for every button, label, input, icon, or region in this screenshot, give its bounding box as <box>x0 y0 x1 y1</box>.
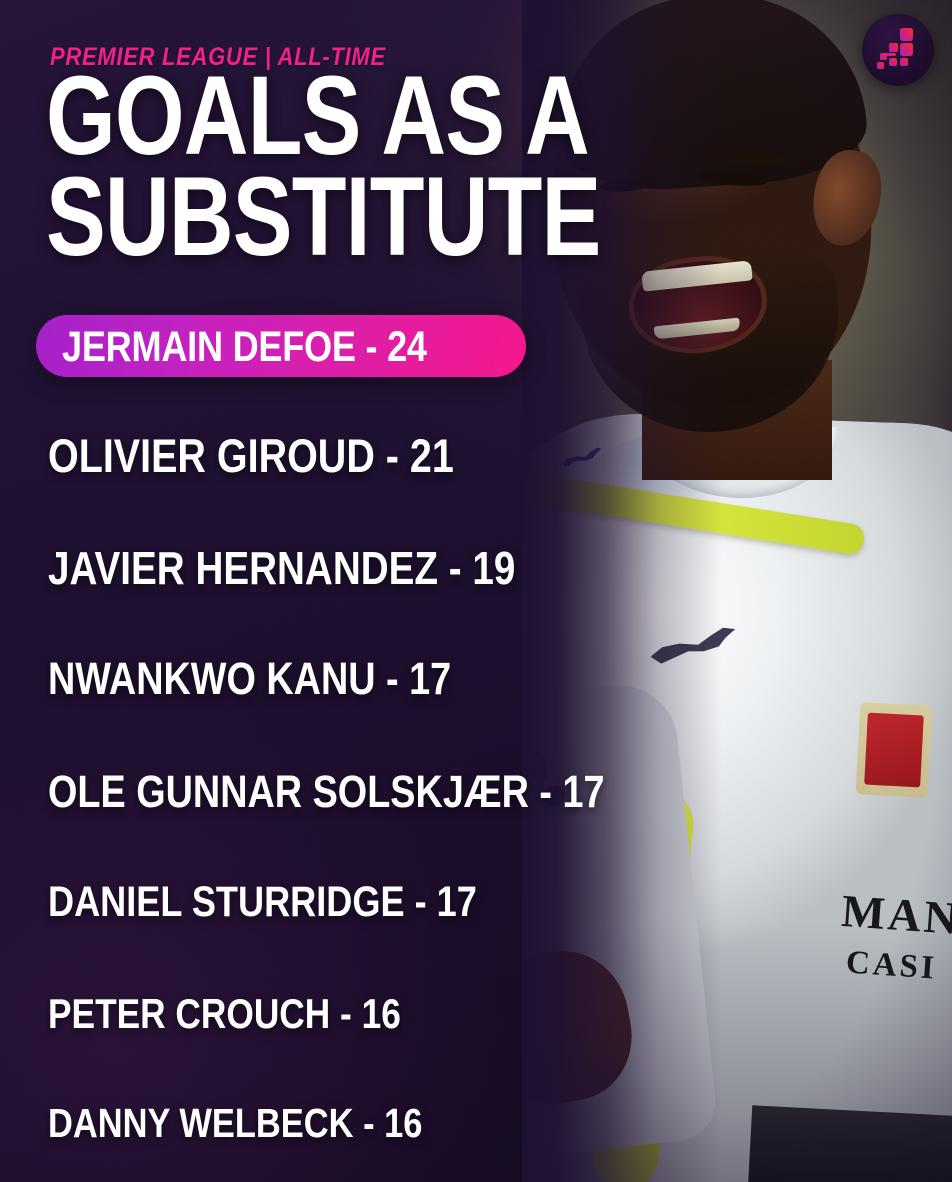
leaderboard-row: NWANKWO KANU - 17 <box>48 653 452 704</box>
leaderboard-highlight-label: JERMAIN DEFOE - 24 <box>62 322 427 371</box>
photo-left-fade <box>522 0 722 1182</box>
logo-glyph <box>877 28 913 69</box>
leaderboard-row: PETER CROUCH - 16 <box>48 990 401 1037</box>
eyebrow-label: PREMIER LEAGUE | ALL-TIME <box>50 43 386 71</box>
title-line-1: GOALS AS A <box>46 53 590 178</box>
leaderboard-row: OLIVIER GIROUD - 21 <box>48 429 454 482</box>
stepped-bar-chart-logo-icon <box>862 14 934 86</box>
page-title: GOALS AS A SUBSTITUTE <box>46 53 666 279</box>
player-photo: MAN CASI <box>522 0 952 1182</box>
leaderboard-row: DANNY WELBECK - 16 <box>48 1100 423 1146</box>
leaderboard-row: JAVIER HERNANDEZ - 19 <box>48 542 516 594</box>
leaderboard-highlight-row: JERMAIN DEFOE - 24 <box>36 315 527 377</box>
leaderboard-row: DANIEL STURRIDGE - 17 <box>48 878 477 926</box>
leaderboard-row: OLE GUNNAR SOLSKJÆR - 17 <box>48 766 605 817</box>
title-line-2: SUBSTITUTE <box>46 153 601 279</box>
